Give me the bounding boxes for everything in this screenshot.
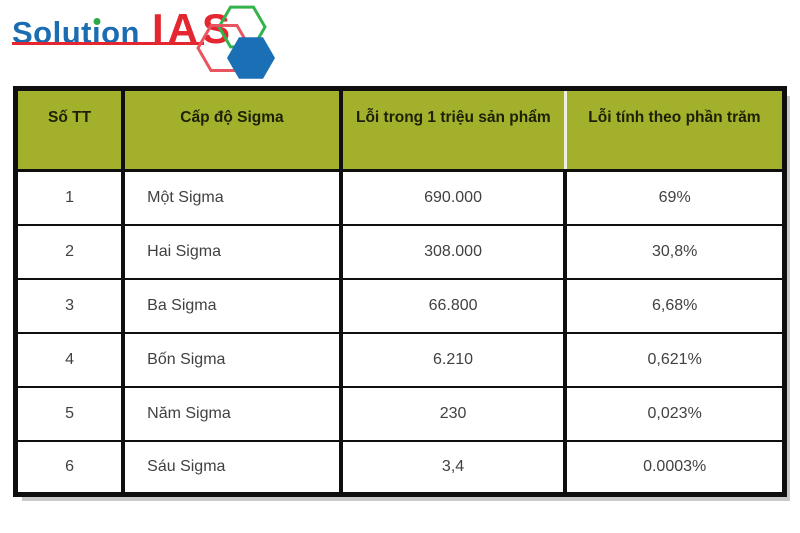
solution-ias-logo: Solutıon IAS <box>12 5 292 85</box>
header-stt: Số TT <box>15 88 126 172</box>
sigma-levels-table: Số TT Cấp độ Sigma Lỗi trong 1 triệu sản… <box>13 86 787 497</box>
cell-defects-percent: 0,621% <box>565 332 785 388</box>
cell-stt: 2 <box>15 224 126 280</box>
cell-defects-per-million: 6.210 <box>340 332 568 388</box>
cell-defects-per-million: 3,4 <box>340 440 568 495</box>
cell-sigma-name: Một Sigma <box>123 170 343 226</box>
cell-defects-percent: 6,68% <box>565 278 785 334</box>
cell-sigma-name: Sáu Sigma <box>123 440 343 495</box>
header-defects-per-million: Lỗi trong 1 triệu sản phẩm <box>340 88 567 172</box>
cell-stt: 4 <box>15 332 126 388</box>
logo-underline <box>12 42 204 45</box>
cell-defects-percent: 30,8% <box>565 224 785 280</box>
header-defects-percent: Lỗi tính theo phần trăm <box>565 88 785 172</box>
cell-stt: 6 <box>15 440 126 495</box>
cell-stt: 3 <box>15 278 126 334</box>
logo-hexagons-icon <box>196 5 275 79</box>
table-row: 2 Hai Sigma 308.000 30,8% <box>15 224 785 280</box>
cell-sigma-name: Hai Sigma <box>123 224 343 280</box>
header-sigma-level: Cấp độ Sigma <box>123 88 343 172</box>
cell-defects-percent: 0,023% <box>565 386 785 442</box>
cell-sigma-name: Năm Sigma <box>123 386 343 442</box>
cell-sigma-name: Ba Sigma <box>123 278 343 334</box>
table-row: 1 Một Sigma 690.000 69% <box>15 170 785 226</box>
cell-defects-per-million: 66.800 <box>340 278 568 334</box>
table-row: 3 Ba Sigma 66.800 6,68% <box>15 278 785 334</box>
logo-word-solution: Solutıon <box>12 15 140 50</box>
table-row: 4 Bốn Sigma 6.210 0,621% <box>15 332 785 388</box>
cell-stt: 5 <box>15 386 126 442</box>
cell-defects-per-million: 308.000 <box>340 224 568 280</box>
cell-defects-percent: 69% <box>565 170 785 226</box>
cell-sigma-name: Bốn Sigma <box>123 332 343 388</box>
cell-defects-percent: 0.0003% <box>565 440 785 495</box>
table-row: 5 Năm Sigma 230 0,023% <box>15 386 785 442</box>
table-row: 6 Sáu Sigma 3,4 0.0003% <box>15 440 785 495</box>
cell-defects-per-million: 690.000 <box>340 170 568 226</box>
cell-defects-per-million: 230 <box>340 386 568 442</box>
cell-stt: 1 <box>15 170 126 226</box>
table-header-row: Số TT Cấp độ Sigma Lỗi trong 1 triệu sản… <box>15 88 785 172</box>
logo-letter-i: ı <box>92 15 102 50</box>
